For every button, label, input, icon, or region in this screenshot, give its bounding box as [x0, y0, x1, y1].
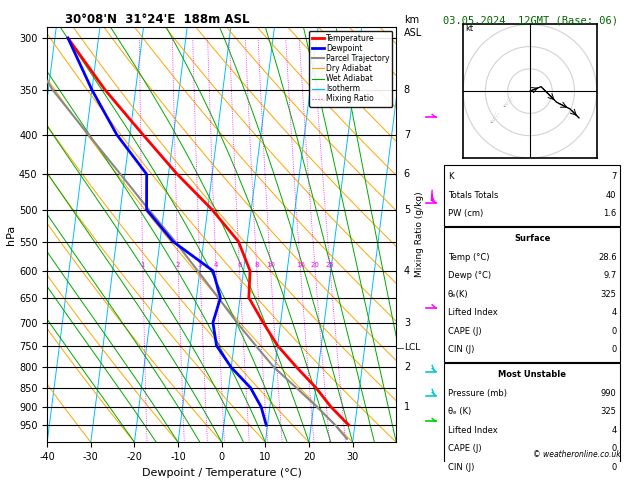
Text: 10: 10	[266, 262, 275, 268]
Text: km: km	[404, 15, 419, 25]
Text: 0: 0	[611, 463, 616, 472]
Text: CIN (J): CIN (J)	[448, 463, 474, 472]
Text: Mixing Ratio (g/kg): Mixing Ratio (g/kg)	[415, 191, 425, 278]
Text: © weatheronline.co.uk: © weatheronline.co.uk	[533, 450, 620, 459]
Text: Lifted Index: Lifted Index	[448, 426, 498, 435]
X-axis label: Dewpoint / Temperature (°C): Dewpoint / Temperature (°C)	[142, 468, 302, 478]
Bar	[444, 227, 620, 362]
Bar	[444, 363, 620, 479]
Text: 6: 6	[237, 262, 242, 268]
Text: 4: 4	[611, 426, 616, 435]
Text: 2: 2	[404, 363, 410, 372]
Bar	[444, 165, 620, 226]
Text: 4: 4	[214, 262, 218, 268]
Text: kt: kt	[465, 24, 474, 33]
Text: 8: 8	[404, 85, 410, 95]
Text: ASL: ASL	[404, 28, 422, 38]
Text: ☄: ☄	[503, 100, 513, 109]
Text: 1.6: 1.6	[603, 209, 616, 218]
Text: 6: 6	[404, 169, 410, 179]
Text: Pressure (mb): Pressure (mb)	[448, 389, 507, 398]
Text: 4: 4	[611, 308, 616, 317]
Text: 0: 0	[611, 346, 616, 354]
Text: 7: 7	[404, 130, 410, 139]
Text: 40: 40	[606, 191, 616, 200]
Text: 3: 3	[404, 317, 410, 328]
Text: Totals Totals: Totals Totals	[448, 191, 498, 200]
Text: θₑ(K): θₑ(K)	[448, 290, 469, 299]
Text: PW (cm): PW (cm)	[448, 209, 483, 218]
Text: K: K	[448, 173, 454, 181]
Text: 30°08'N  31°24'E  188m ASL: 30°08'N 31°24'E 188m ASL	[65, 13, 249, 26]
Text: 7: 7	[611, 173, 616, 181]
Text: 5: 5	[404, 205, 410, 215]
Bar	[444, 481, 620, 486]
Text: 3: 3	[198, 262, 203, 268]
Text: Temp (°C): Temp (°C)	[448, 253, 489, 262]
Legend: Temperature, Dewpoint, Parcel Trajectory, Dry Adiabat, Wet Adiabat, Isotherm, Mi: Temperature, Dewpoint, Parcel Trajectory…	[309, 31, 392, 106]
Text: Lifted Index: Lifted Index	[448, 308, 498, 317]
Text: 9.7: 9.7	[603, 271, 616, 280]
Text: 1: 1	[141, 262, 145, 268]
Text: CAPE (J): CAPE (J)	[448, 444, 481, 453]
Text: 20: 20	[311, 262, 320, 268]
Text: 325: 325	[601, 290, 616, 299]
Text: 2: 2	[176, 262, 181, 268]
Text: 25: 25	[326, 262, 335, 268]
Text: 325: 325	[601, 407, 616, 417]
Text: 4: 4	[404, 266, 410, 276]
Text: 8: 8	[255, 262, 259, 268]
Text: 28.6: 28.6	[598, 253, 616, 262]
Text: Dewp (°C): Dewp (°C)	[448, 271, 491, 280]
Text: 990: 990	[601, 389, 616, 398]
Text: θₑ (K): θₑ (K)	[448, 407, 471, 417]
Text: CAPE (J): CAPE (J)	[448, 327, 481, 336]
Text: LCL: LCL	[404, 344, 420, 352]
Text: 0: 0	[611, 327, 616, 336]
Text: Surface: Surface	[514, 234, 550, 243]
Text: CIN (J): CIN (J)	[448, 346, 474, 354]
Text: 03.05.2024  12GMT (Base: 06): 03.05.2024 12GMT (Base: 06)	[443, 16, 618, 26]
Text: 16: 16	[296, 262, 305, 268]
Text: Most Unstable: Most Unstable	[498, 370, 566, 379]
Text: 0: 0	[611, 444, 616, 453]
Y-axis label: hPa: hPa	[6, 225, 16, 244]
Text: ☄: ☄	[489, 115, 499, 125]
Text: 1: 1	[404, 402, 410, 412]
